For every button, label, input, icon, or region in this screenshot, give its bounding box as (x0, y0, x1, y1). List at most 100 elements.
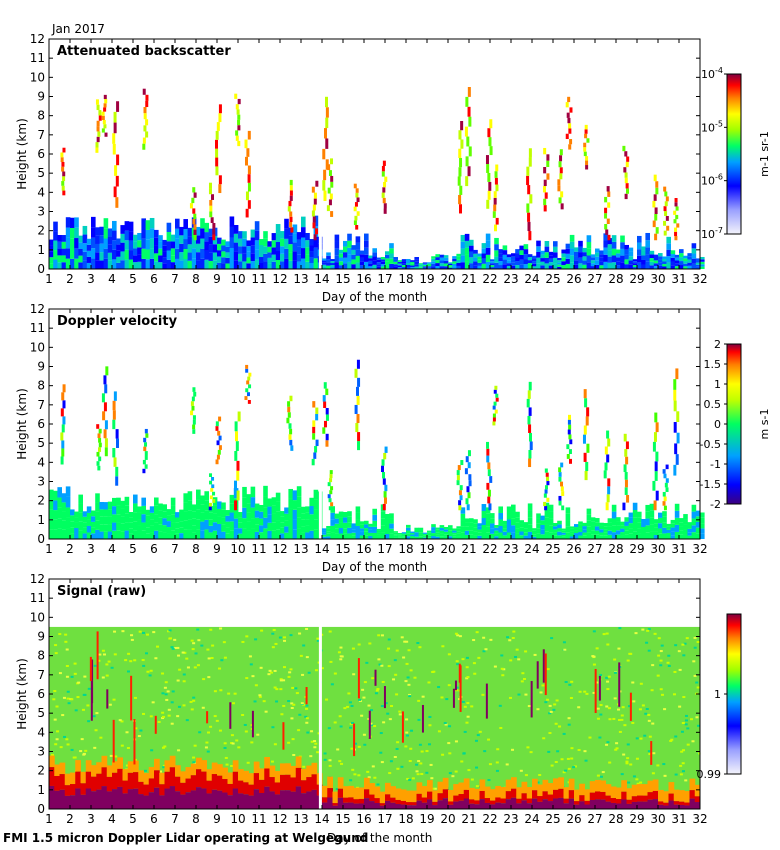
y-axis-label: Height (km) (15, 118, 29, 189)
x-tick-label: 30 (650, 272, 665, 286)
x-tick-label: 5 (129, 272, 137, 286)
x-tick-label: 24 (524, 272, 539, 286)
x-tick-label: 26 (566, 272, 581, 286)
colorbar-tick-label: -0.5 (700, 438, 721, 451)
x-tick-label: 25 (545, 272, 560, 286)
x-tick-label: 22 (482, 272, 497, 286)
y-tick-label: 5 (37, 166, 45, 180)
x-axis-label-bottom: Day of the month (327, 831, 432, 845)
data-gap (318, 39, 322, 269)
x-tick-label: 23 (503, 542, 518, 556)
y-tick-label: 0 (37, 532, 45, 546)
x-tick-label: 15 (335, 812, 350, 826)
x-tick-label: 14 (314, 812, 329, 826)
x-tick-label: 2 (66, 812, 74, 826)
x-tick-label: 5 (129, 542, 137, 556)
x-tick-label: 29 (629, 812, 644, 826)
x-tick-label: 6 (150, 272, 158, 286)
colorbar-unit: m s-1 (758, 409, 771, 440)
y-tick-label: 8 (37, 109, 45, 123)
x-axis-label: Day of the month (322, 560, 427, 574)
x-tick-label: 9 (213, 812, 221, 826)
x-tick-label: 14 (314, 272, 329, 286)
colorbar-tick-label: -1 (710, 458, 721, 471)
colorbar-tick-label: 10-7 (701, 226, 723, 241)
x-tick-label: 22 (482, 812, 497, 826)
y-tick-label: 9 (37, 360, 45, 374)
x-tick-label: 8 (192, 272, 200, 286)
y-tick-label: 3 (37, 205, 45, 219)
y-tick-label: 12 (30, 302, 45, 316)
x-tick-label: 28 (608, 272, 623, 286)
x-tick-label: 17 (377, 542, 392, 556)
x-tick-label: 3 (87, 272, 95, 286)
x-tick-label: 14 (314, 542, 329, 556)
x-tick-label: 29 (629, 272, 644, 286)
y-tick-label: 0 (37, 262, 45, 276)
x-tick-label: 3 (87, 542, 95, 556)
x-tick-label: 19 (419, 272, 434, 286)
y-tick-label: 2 (37, 764, 45, 778)
y-tick-label: 5 (37, 436, 45, 450)
y-tick-label: 0 (37, 802, 45, 816)
x-tick-label: 21 (461, 812, 476, 826)
panel-title: Attenuated backscatter (57, 44, 231, 59)
y-tick-label: 8 (37, 649, 45, 663)
x-tick-label: 5 (129, 812, 137, 826)
month-label: Jan 2017 (51, 22, 105, 36)
x-axis-label: Day of the month (322, 290, 427, 304)
x-tick-label: 16 (356, 542, 371, 556)
colorbar (726, 613, 742, 775)
x-tick-label: 16 (356, 272, 371, 286)
y-axis-label: Height (km) (15, 658, 29, 729)
x-tick-label: 17 (377, 272, 392, 286)
colorbar-tick-label: 10-6 (701, 173, 723, 188)
y-axis-label: Height (km) (15, 388, 29, 459)
x-tick-label: 20 (440, 542, 455, 556)
y-tick-label: 9 (37, 630, 45, 644)
y-tick-label: 2 (37, 224, 45, 238)
x-tick-label: 13 (293, 812, 308, 826)
x-tick-label: 25 (545, 812, 560, 826)
y-tick-label: 5 (37, 706, 45, 720)
y-tick-label: 1 (37, 243, 45, 257)
x-tick-label: 10 (230, 542, 245, 556)
x-tick-label: 27 (587, 272, 602, 286)
x-tick-label: 25 (545, 542, 560, 556)
x-tick-label: 28 (608, 812, 623, 826)
y-tick-label: 7 (37, 668, 45, 682)
panel-title: Signal (raw) (57, 584, 146, 599)
y-tick-label: 2 (37, 494, 45, 508)
x-tick-label: 18 (398, 812, 413, 826)
x-tick-label: 12 (272, 542, 287, 556)
x-tick-label: 20 (440, 272, 455, 286)
x-tick-label: 7 (171, 812, 179, 826)
x-tick-label: 7 (171, 542, 179, 556)
y-tick-label: 10 (30, 610, 45, 624)
x-tick-label: 4 (108, 272, 116, 286)
x-tick-label: 11 (251, 542, 266, 556)
x-tick-label: 26 (566, 812, 581, 826)
x-tick-label: 27 (587, 812, 602, 826)
x-tick-label: 6 (150, 812, 158, 826)
y-tick-label: 12 (30, 572, 45, 586)
x-tick-label: 28 (608, 542, 623, 556)
panel-title: Doppler velocity (57, 314, 178, 329)
x-tick-label: 32 (692, 272, 707, 286)
y-tick-label: 8 (37, 379, 45, 393)
y-tick-label: 6 (37, 147, 45, 161)
colorbar-tick-label: 0 (714, 418, 721, 431)
x-tick-label: 21 (461, 272, 476, 286)
x-tick-label: 26 (566, 542, 581, 556)
colorbar-unit: m-1 sr-1 (758, 131, 771, 177)
colorbar-tick-label: 1.5 (704, 358, 722, 371)
heatmap-field (49, 39, 705, 269)
y-tick-label: 10 (30, 70, 45, 84)
x-tick-label: 9 (213, 542, 221, 556)
colorbar-tick-label: 1 (714, 378, 721, 391)
x-tick-label: 8 (192, 812, 200, 826)
